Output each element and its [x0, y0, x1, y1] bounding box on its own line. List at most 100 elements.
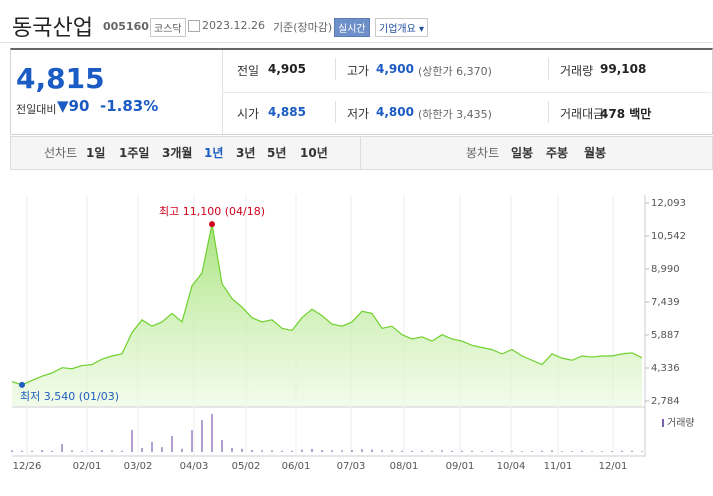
line-tab[interactable]: 3개월	[162, 146, 193, 160]
x-tick-label: 10/04	[497, 461, 526, 472]
quote-label: 전일	[237, 64, 260, 78]
volume-bar	[281, 450, 283, 452]
volume-bar	[571, 451, 573, 452]
quote-limit: (상한가 6,370)	[418, 65, 492, 78]
realtime-button[interactable]: 실시간	[334, 18, 370, 37]
volume-bar	[291, 450, 293, 452]
cell-divider	[335, 58, 336, 80]
volume-bar	[51, 450, 53, 452]
candle-tab[interactable]: 주봉	[546, 146, 569, 160]
x-tick-label: 08/01	[390, 461, 419, 472]
volume-bar	[321, 450, 323, 452]
volume-bar	[221, 440, 223, 452]
y-tick-label: 4,336	[651, 363, 680, 374]
volume-bar	[501, 451, 503, 452]
volume-bar	[551, 450, 553, 452]
line-tab[interactable]: 1주일	[119, 146, 150, 160]
line-tab[interactable]: 3년	[236, 146, 256, 160]
volume-bar	[141, 448, 143, 452]
candle-tab[interactable]: 월봉	[584, 146, 607, 160]
x-tick-label: 06/01	[282, 461, 311, 472]
tab-bar	[10, 136, 713, 170]
cell-divider	[548, 101, 549, 123]
cell-divider	[335, 101, 336, 123]
quote-label: 거래량	[560, 64, 594, 78]
volume-bar	[211, 414, 213, 452]
volume-bar	[411, 450, 413, 452]
volume-bar	[341, 450, 343, 452]
chart: 12/26 02/01 03/02 04/03 05/02 06/01 07/03 08/01…	[11, 195, 695, 472]
volume-bar	[631, 450, 633, 452]
quote-value: 99,108	[600, 62, 647, 76]
extreme-point	[19, 381, 25, 388]
x-tick-label: 02/01	[73, 461, 102, 472]
volume-bar	[621, 450, 623, 452]
volume-bar	[331, 450, 333, 452]
volume-bar	[561, 451, 563, 452]
volume-bar	[511, 450, 513, 452]
volume-bar	[351, 450, 353, 452]
overview-button[interactable]: 기업개요 ▾	[375, 18, 428, 37]
volume-bar	[451, 450, 453, 452]
volume-bar	[471, 450, 473, 452]
date: 2023.12.26	[202, 19, 265, 32]
volume-bar	[421, 450, 423, 452]
volume-bar	[91, 450, 93, 452]
tab-divider	[360, 136, 361, 170]
volume-bar	[101, 450, 103, 452]
quote-label: 거래대금	[560, 107, 605, 121]
volume-bar	[31, 450, 33, 452]
line-tab[interactable]: 1년	[204, 146, 224, 160]
quote-value: 4,900	[376, 62, 414, 76]
quote-value: 4,800	[376, 105, 414, 119]
volume-bar	[231, 448, 233, 452]
volume-bar	[151, 442, 153, 452]
x-tick-label: 04/03	[180, 461, 209, 472]
price-line	[11, 224, 643, 386]
volume-bar	[21, 450, 23, 452]
volume-bar	[161, 447, 163, 452]
extreme-point	[209, 221, 215, 228]
y-tick-label: 7,439	[651, 297, 680, 308]
x-tick-label: 11/01	[544, 461, 573, 472]
candle-tab[interactable]: 일봉	[511, 146, 534, 160]
volume-bar	[581, 450, 583, 452]
volume-bar	[111, 450, 113, 452]
y-tick-label: 10,542	[651, 231, 686, 242]
price: 4,815	[16, 62, 105, 95]
volume-bar	[521, 451, 523, 452]
volume-bar	[391, 450, 393, 452]
candle-chart-label: 봉차트	[466, 146, 500, 160]
volume-bar	[361, 449, 363, 452]
quote-value: 4,885	[268, 105, 306, 119]
line-tab[interactable]: 10년	[300, 146, 328, 160]
volume-bar	[641, 451, 643, 452]
change: ▼90	[57, 97, 90, 115]
volume-bar	[431, 450, 433, 452]
change-rate: -1.83%	[100, 97, 159, 115]
quote-label: 시가	[237, 107, 260, 121]
volume-bar	[601, 451, 603, 452]
x-tick-label: 03/02	[124, 461, 153, 472]
volume-bar	[541, 450, 543, 452]
y-tick-label: 2,784	[651, 396, 680, 407]
line-tab[interactable]: 1일	[86, 146, 106, 160]
line-tab[interactable]: 5년	[267, 146, 287, 160]
y-tick-label: 12,093	[651, 198, 686, 209]
basis: 기준(장마감)	[273, 21, 333, 34]
x-tick-label: 07/03	[337, 461, 366, 472]
volume-bar	[11, 450, 13, 452]
quote-value: 4,905	[268, 62, 306, 76]
cell-divider	[548, 58, 549, 80]
stock-name: 동국산업	[12, 16, 93, 41]
stock-code: 005160	[103, 20, 149, 33]
y-tick-label: 5,887	[651, 330, 680, 341]
volume-bar	[241, 448, 243, 452]
price-area	[12, 224, 642, 406]
volume-bar	[71, 450, 73, 452]
volume-legend: 거래량	[667, 417, 695, 429]
x-tick-label: 09/01	[446, 461, 475, 472]
volume-bar	[531, 451, 533, 452]
volume-bar	[181, 448, 183, 452]
